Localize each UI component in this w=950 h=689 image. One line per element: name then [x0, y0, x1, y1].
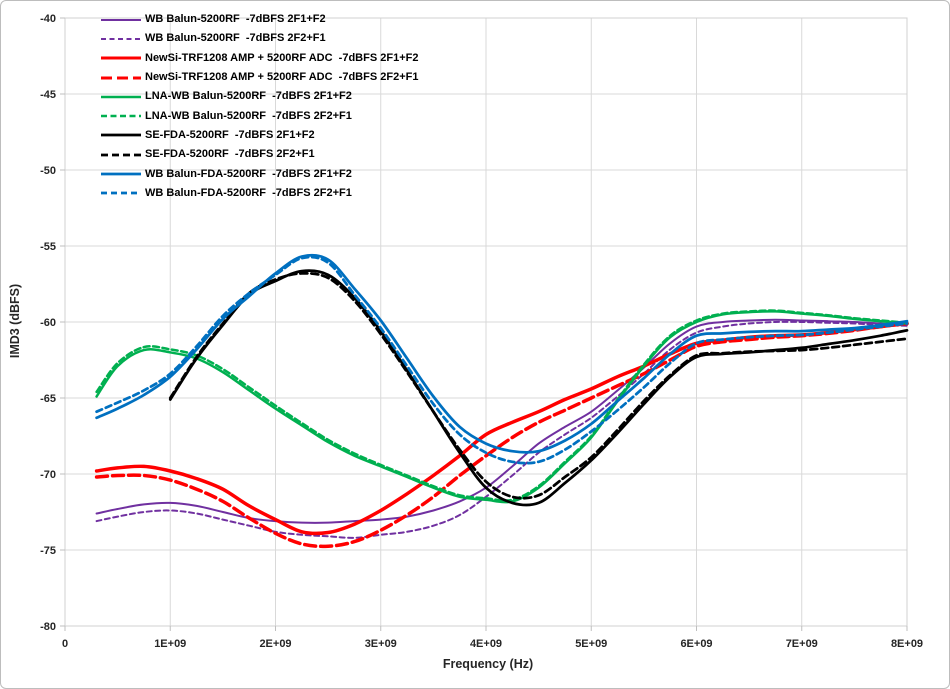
x-tick-label: 1E+09 — [154, 638, 186, 650]
legend-line-sample — [101, 76, 141, 80]
x-tick-label: 8E+09 — [891, 638, 923, 650]
legend-line-sample — [101, 153, 141, 157]
y-axis-title: IMD3 (dBFS) — [8, 283, 22, 359]
series-curve-4 — [95, 310, 909, 504]
legend-line-sample — [101, 114, 141, 118]
legend-line-sample — [101, 172, 141, 176]
x-tick-label: 2E+09 — [259, 638, 291, 650]
legend-label: NewSi-TRF1208 AMP + 5200RF ADC -7dBFS 2F… — [145, 51, 419, 64]
series-curve-0 — [95, 318, 908, 524]
legend-item-6: SE-FDA-5200RF -7dBFS 2F1+F2 — [101, 126, 418, 145]
legend-item-2: NewSi-TRF1208 AMP + 5200RF ADC -7dBFS 2F… — [101, 49, 418, 68]
y-tick-label: -80 — [40, 621, 56, 633]
y-tick-label: -60 — [40, 317, 56, 329]
legend-line-sample — [101, 95, 141, 99]
legend-label: LNA-WB Balun-5200RF -7dBFS 2F1+F2 — [145, 90, 352, 103]
legend-item-4: LNA-WB Balun-5200RF -7dBFS 2F1+F2 — [101, 87, 418, 106]
y-tick-label: -45 — [40, 89, 56, 101]
legend-item-9: WB Balun-FDA-5200RF -7dBFS 2F2+F1 — [101, 184, 418, 203]
legend-line-sample — [101, 191, 141, 195]
legend-line-sample — [101, 134, 141, 137]
legend-line-sample — [101, 56, 141, 60]
x-tick-label: 7E+09 — [786, 638, 818, 650]
legend-item-7: SE-FDA-5200RF -7dBFS 2F2+F1 — [101, 145, 418, 164]
series-curve-3 — [94, 321, 909, 549]
legend-label: SE-FDA-5200RF -7dBFS 2F1+F2 — [145, 128, 315, 141]
legend-label: WB Balun-5200RF -7dBFS 2F2+F1 — [145, 32, 326, 45]
legend-item-0: WB Balun-5200RF -7dBFS 2F1+F2 — [101, 10, 418, 29]
legend: WB Balun-5200RF -7dBFS 2F1+F2 WB Balun-52… — [101, 10, 418, 203]
legend-label: LNA-WB Balun-5200RF -7dBFS 2F2+F1 — [145, 109, 352, 122]
series-curve-9 — [95, 255, 909, 465]
series-curve-5 — [95, 309, 909, 502]
legend-item-1: WB Balun-5200RF -7dBFS 2F2+F1 — [101, 29, 418, 48]
x-tick-label: 5E+09 — [575, 638, 607, 650]
x-axis-title: Frequency (Hz) — [442, 657, 534, 671]
legend-label: NewSi-TRF1208 AMP + 5200RF ADC -7dBFS 2F… — [145, 71, 419, 84]
x-tick-label: 4E+09 — [470, 638, 502, 650]
x-tick-label: 6E+09 — [680, 638, 712, 650]
y-tick-label: -75 — [40, 545, 56, 557]
legend-item-5: LNA-WB Balun-5200RF -7dBFS 2F2+F1 — [101, 106, 418, 125]
x-tick-label: 0 — [62, 638, 68, 650]
y-tick-label: -40 — [40, 13, 56, 25]
legend-line-sample — [101, 18, 141, 21]
legend-label: WB Balun-5200RF -7dBFS 2F1+F2 — [145, 13, 326, 26]
series-curve-6 — [168, 269, 909, 507]
series-curve-7 — [168, 271, 909, 500]
x-tick-label: 3E+09 — [365, 638, 397, 650]
legend-item-3: NewSi-TRF1208 AMP + 5200RF ADC -7dBFS 2F… — [101, 68, 418, 87]
y-tick-label: -55 — [40, 241, 56, 253]
series-curve-8 — [95, 253, 909, 454]
legend-item-8: WB Balun-FDA-5200RF -7dBFS 2F1+F2 — [101, 164, 418, 183]
legend-line-sample — [101, 37, 141, 40]
y-tick-label: -50 — [40, 165, 56, 177]
series-curve-1 — [95, 320, 908, 539]
y-tick-label: -65 — [40, 393, 56, 405]
legend-label: WB Balun-FDA-5200RF -7dBFS 2F1+F2 — [145, 167, 352, 180]
legend-label: WB Balun-FDA-5200RF -7dBFS 2F2+F1 — [145, 186, 352, 199]
legend-label: SE-FDA-5200RF -7dBFS 2F2+F1 — [145, 148, 315, 161]
y-tick-label: -70 — [40, 469, 56, 481]
